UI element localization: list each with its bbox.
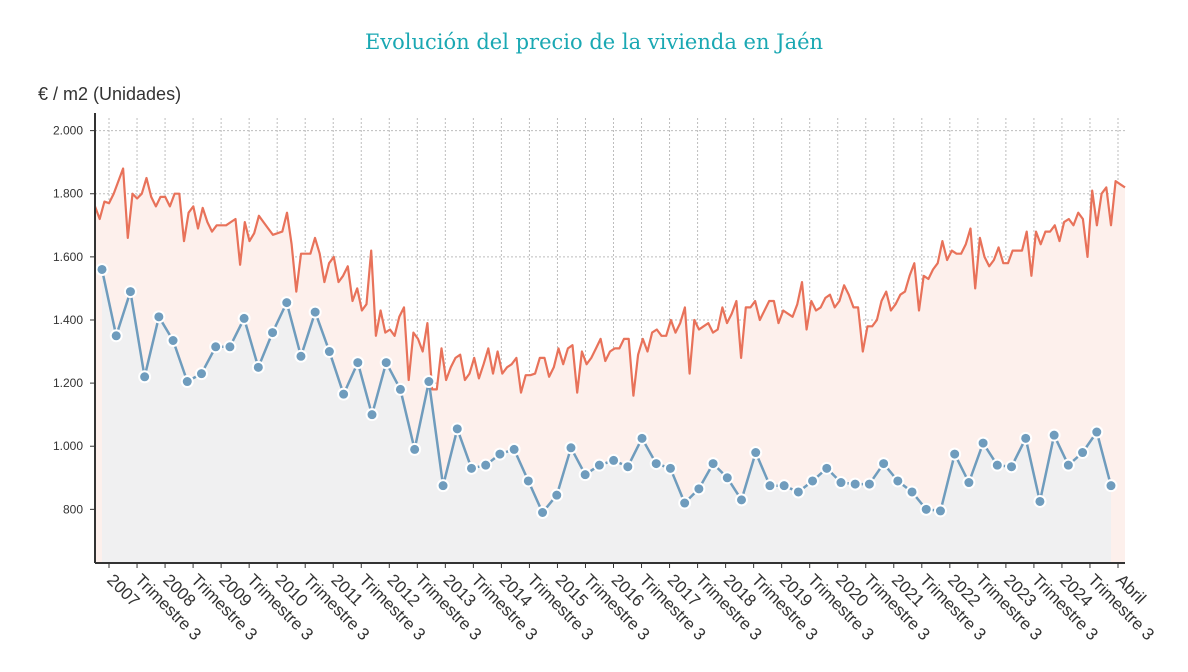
data-point bbox=[749, 446, 763, 460]
data-point bbox=[578, 468, 592, 482]
data-point bbox=[976, 436, 990, 450]
y-axis-label: € / m2 (Unidades) bbox=[38, 84, 182, 104]
data-point bbox=[1061, 458, 1075, 472]
data-point bbox=[365, 408, 379, 422]
data-point bbox=[109, 329, 123, 343]
data-point bbox=[621, 460, 635, 474]
data-point bbox=[464, 461, 478, 475]
data-point bbox=[166, 334, 180, 347]
data-point bbox=[990, 458, 1004, 472]
y-tick-label: 1.800 bbox=[53, 187, 83, 201]
data-point bbox=[933, 504, 947, 518]
data-point bbox=[862, 477, 876, 491]
axes bbox=[94, 113, 1125, 564]
data-point bbox=[209, 340, 223, 354]
data-point bbox=[223, 340, 237, 354]
data-point bbox=[777, 479, 791, 493]
data-point bbox=[493, 447, 507, 461]
data-point bbox=[266, 326, 280, 340]
data-point bbox=[436, 479, 450, 493]
data-point bbox=[678, 496, 692, 510]
data-point bbox=[322, 345, 336, 359]
y-tick-label: 800 bbox=[63, 502, 83, 516]
data-point bbox=[763, 479, 777, 493]
data-point bbox=[592, 458, 606, 472]
data-point bbox=[95, 262, 109, 276]
data-point bbox=[649, 457, 663, 471]
data-point bbox=[820, 461, 834, 475]
data-point bbox=[607, 453, 621, 467]
series-line-0 bbox=[93, 167, 1126, 397]
data-point bbox=[948, 447, 962, 461]
series-points bbox=[95, 262, 1118, 520]
data-point bbox=[521, 474, 535, 488]
data-point bbox=[479, 458, 493, 472]
data-point bbox=[962, 476, 976, 490]
y-tick-label: 1.200 bbox=[53, 376, 83, 390]
data-point bbox=[422, 375, 436, 389]
data-point bbox=[308, 305, 322, 319]
data-point bbox=[1019, 431, 1033, 445]
data-point bbox=[706, 457, 720, 471]
data-point bbox=[720, 471, 734, 485]
data-point bbox=[834, 476, 848, 490]
data-point bbox=[692, 482, 706, 496]
data-point bbox=[251, 360, 265, 374]
series-area-1 bbox=[102, 269, 1111, 563]
y-tick-label: 1.400 bbox=[53, 313, 83, 327]
data-point bbox=[393, 382, 407, 396]
data-point bbox=[635, 431, 649, 445]
data-point bbox=[536, 506, 550, 520]
y-ticks: 800 1.000 1.200 1.400 1.600 1.800 2.000 bbox=[53, 124, 95, 516]
data-point bbox=[564, 441, 578, 455]
data-point bbox=[507, 442, 521, 456]
data-point bbox=[194, 367, 208, 381]
data-point bbox=[806, 474, 820, 488]
data-point bbox=[663, 461, 677, 475]
data-point bbox=[1090, 425, 1104, 439]
data-point bbox=[919, 502, 933, 516]
data-point bbox=[735, 493, 749, 507]
data-point bbox=[1047, 428, 1061, 442]
chart-title: Evolución del precio de la vivienda en J… bbox=[364, 30, 824, 54]
data-point bbox=[905, 485, 919, 499]
data-point bbox=[138, 370, 152, 384]
data-point bbox=[280, 296, 294, 310]
data-point bbox=[180, 375, 194, 389]
y-tick-label: 2.000 bbox=[53, 124, 83, 138]
data-point bbox=[237, 311, 251, 325]
data-point bbox=[1104, 479, 1118, 493]
data-point bbox=[294, 349, 308, 363]
data-point bbox=[450, 422, 464, 436]
data-point bbox=[891, 474, 905, 488]
data-point bbox=[379, 356, 393, 370]
data-point bbox=[1005, 460, 1019, 474]
data-point bbox=[123, 285, 137, 299]
data-point bbox=[848, 477, 862, 491]
data-point bbox=[550, 488, 564, 502]
data-point bbox=[152, 310, 166, 324]
series-areas bbox=[95, 168, 1125, 563]
data-point bbox=[408, 442, 422, 456]
data-point bbox=[1076, 446, 1090, 460]
data-point bbox=[877, 457, 891, 471]
data-point bbox=[351, 356, 365, 370]
data-point bbox=[1033, 494, 1047, 508]
data-point bbox=[791, 485, 805, 499]
y-tick-label: 1.000 bbox=[53, 439, 83, 453]
data-point bbox=[337, 387, 351, 401]
y-tick-label: 1.600 bbox=[53, 250, 83, 264]
